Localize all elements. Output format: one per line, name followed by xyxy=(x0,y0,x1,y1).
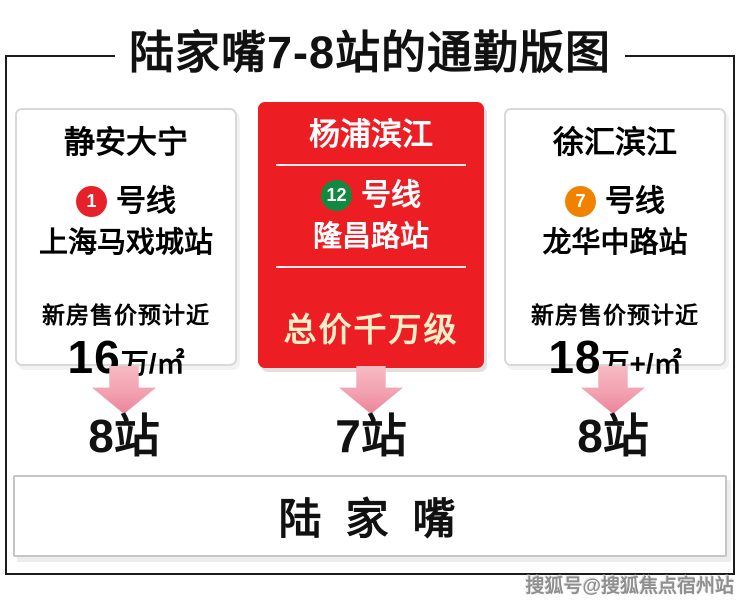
line-suffix: 号线 xyxy=(605,185,665,219)
price-label: 新房售价预计近 xyxy=(42,301,210,328)
divider xyxy=(276,265,466,268)
station-name: 龙华中路站 xyxy=(542,227,688,260)
district-name: 徐汇滨江 xyxy=(553,125,677,160)
card-xuhui-binjiang: 徐汇滨江 7 号线 龙华中路站 新房售价预计近 18 万+/㎡ xyxy=(504,108,726,382)
metro-line-row: 7 号线 xyxy=(565,185,665,218)
price-note: 总价千万级 xyxy=(283,310,459,348)
station-name: 上海马戏城站 xyxy=(38,227,213,260)
watermark: 搜狐号@搜狐焦点宿州站 xyxy=(525,576,734,597)
district-name: 静安大宁 xyxy=(64,125,188,160)
card-jingan-daning: 静安大宁 1 号线 上海马戏城站 新房售价预计近 16 万/㎡ xyxy=(15,108,237,382)
destination-label: 陆 家 嘴 xyxy=(278,496,462,544)
page-title: 陆家嘴7-8站的通勤版图 xyxy=(114,26,626,80)
metro-line-row: 12 号线 xyxy=(321,179,421,212)
price-value: 18 xyxy=(548,330,602,383)
card-yangpu-binjiang: 杨浦滨江 12 号线 隆昌路站 总价千万级 xyxy=(258,102,484,368)
price-label: 新房售价预计近 xyxy=(531,301,699,328)
stop-count-xuhui: 8站 xyxy=(577,410,649,462)
stop-count-yangpu: 7站 xyxy=(335,410,407,462)
station-name: 隆昌路站 xyxy=(312,221,429,254)
destination-bar: 陆 家 嘴 xyxy=(13,475,727,557)
line-7-badge-icon: 7 xyxy=(565,186,596,218)
stop-count-jingan: 8站 xyxy=(88,410,160,462)
district-name: 杨浦滨江 xyxy=(309,117,433,152)
metro-line-row: 1 号线 xyxy=(76,185,176,218)
line-1-badge-icon: 1 xyxy=(76,186,107,218)
line-suffix: 号线 xyxy=(116,185,176,219)
line-12-badge-icon: 12 xyxy=(321,180,352,212)
line-suffix: 号线 xyxy=(361,179,421,213)
divider xyxy=(276,164,466,167)
